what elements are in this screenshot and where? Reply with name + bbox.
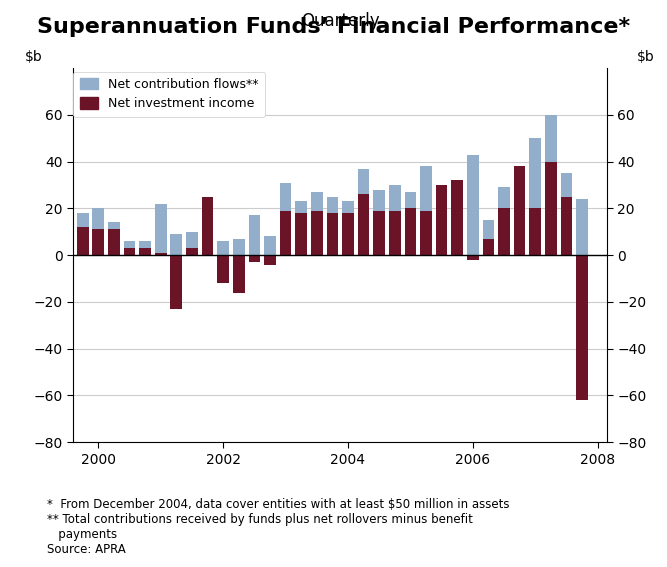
Bar [404, 192, 416, 255]
Bar [295, 213, 307, 255]
Bar [201, 232, 213, 255]
Bar [295, 201, 307, 255]
Title: Quarterly: Quarterly [301, 12, 380, 31]
Bar [342, 213, 354, 255]
Bar [264, 236, 276, 255]
Bar [123, 248, 135, 255]
Bar [155, 204, 167, 255]
Bar [171, 234, 182, 255]
Bar [123, 241, 135, 255]
Bar [420, 166, 432, 255]
Bar [311, 192, 323, 255]
Bar [374, 189, 385, 255]
Bar [279, 183, 291, 255]
Bar [576, 199, 588, 255]
Bar [545, 162, 557, 255]
Bar [530, 208, 541, 255]
Bar [233, 255, 245, 293]
Bar [233, 239, 245, 255]
Bar [498, 208, 510, 255]
Bar [358, 168, 370, 255]
Bar [482, 220, 494, 255]
Bar [77, 213, 89, 255]
Bar [249, 215, 260, 255]
Bar [404, 208, 416, 255]
Bar [560, 197, 572, 255]
Bar [436, 187, 448, 255]
Bar [374, 211, 385, 255]
Bar [358, 194, 370, 255]
Bar [545, 115, 557, 255]
Bar [171, 255, 182, 309]
Legend: Net contribution flows**, Net investment income: Net contribution flows**, Net investment… [73, 72, 265, 117]
Bar [186, 232, 198, 255]
Bar [279, 211, 291, 255]
Bar [530, 138, 541, 255]
Bar [108, 222, 120, 255]
Bar [467, 255, 479, 260]
Bar [264, 255, 276, 264]
Text: Superannuation Funds’ Financial Performance*: Superannuation Funds’ Financial Performa… [37, 17, 630, 37]
Bar [342, 201, 354, 255]
Bar [186, 248, 198, 255]
Bar [139, 241, 151, 255]
Bar [327, 213, 338, 255]
Bar [436, 185, 448, 255]
Bar [467, 155, 479, 255]
Bar [560, 174, 572, 255]
Bar [482, 239, 494, 255]
Bar [311, 211, 323, 255]
Text: *  From December 2004, data cover entities with at least $50 million in assets
*: * From December 2004, data cover entitie… [47, 498, 509, 556]
Bar [452, 180, 463, 255]
Bar [514, 192, 526, 255]
Bar [452, 189, 463, 255]
Bar [217, 241, 229, 255]
Bar [420, 211, 432, 255]
Bar [201, 197, 213, 255]
Bar [327, 197, 338, 255]
Bar [139, 248, 151, 255]
Bar [93, 208, 104, 255]
Bar [576, 255, 588, 400]
Text: $b: $b [25, 50, 43, 64]
Bar [155, 253, 167, 255]
Bar [108, 230, 120, 255]
Bar [249, 255, 260, 262]
Bar [389, 185, 401, 255]
Text: $b: $b [637, 50, 655, 64]
Bar [514, 166, 526, 255]
Bar [498, 187, 510, 255]
Bar [93, 230, 104, 255]
Bar [217, 255, 229, 284]
Bar [77, 227, 89, 255]
Bar [389, 211, 401, 255]
